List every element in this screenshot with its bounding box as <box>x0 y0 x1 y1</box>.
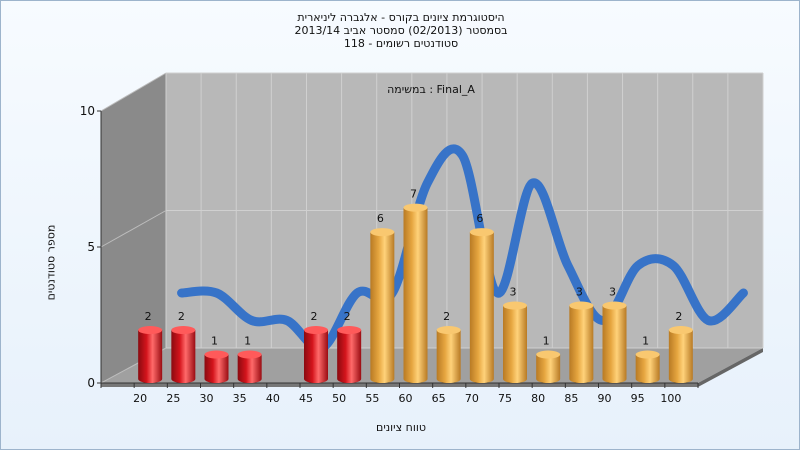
bar <box>469 232 494 383</box>
x-tick-label: 55 <box>365 392 379 405</box>
bar <box>370 232 395 383</box>
x-axis-label: טווח ציונים <box>376 421 426 434</box>
data-label: 6 <box>377 212 384 225</box>
left-wall <box>101 73 166 383</box>
x-tick-label: 60 <box>399 392 413 405</box>
data-label: 3 <box>510 286 517 299</box>
x-tick-label: 45 <box>299 392 313 405</box>
bar-cap <box>668 326 693 335</box>
data-label: 1 <box>244 335 251 348</box>
floor <box>101 348 763 383</box>
bar-cap <box>304 326 328 335</box>
bar-cap <box>237 350 262 359</box>
bar <box>337 330 362 383</box>
wall-grid-line <box>100 210 167 248</box>
x-tick-label: 20 <box>133 392 147 405</box>
bar-cap <box>403 203 428 212</box>
bar-cap <box>635 350 660 359</box>
bar <box>503 305 527 383</box>
x-tick-label: 75 <box>498 392 512 405</box>
y-axis-label: מספר סטודנטים <box>44 224 58 301</box>
data-label: 2 <box>145 310 152 323</box>
bar <box>237 354 262 383</box>
x-tick-label: 35 <box>233 392 247 405</box>
data-label: 2 <box>443 310 450 323</box>
data-label: 1 <box>642 335 649 348</box>
chart-title-line-3: סטודנטים רשומים - 118 <box>343 37 459 50</box>
data-label: 6 <box>476 212 483 225</box>
chart-title-line-1: היסטוגרמת ציונים בקורס - אלגברה ליניארית <box>297 11 505 24</box>
bar <box>204 354 229 383</box>
bar-cap <box>337 326 362 335</box>
bar-cap <box>138 326 163 335</box>
x-tick-label: 80 <box>531 392 545 405</box>
bar-cap <box>536 350 561 359</box>
wall-grid-line <box>100 72 167 112</box>
x-tick-label: 65 <box>432 392 446 405</box>
data-label: 3 <box>576 286 583 299</box>
data-label: 1 <box>211 335 218 348</box>
plot-annotation: במשימה : Final_A <box>387 83 475 96</box>
x-tick-label: 50 <box>332 392 346 405</box>
data-label: 2 <box>178 310 185 323</box>
x-tick-label: 25 <box>166 392 180 405</box>
x-tick-label: 90 <box>598 392 612 405</box>
bar <box>668 330 693 383</box>
x-tick-label: 100 <box>660 392 681 405</box>
bar-cap <box>436 326 461 335</box>
x-tick-label: 95 <box>631 392 645 405</box>
bar <box>403 207 428 383</box>
chart-title-line-2: בסמסטר (02/2013) סמסטר אביב 2013/14 <box>294 24 508 37</box>
y-tick-label: 10 <box>80 104 95 118</box>
bar-cap <box>469 228 494 237</box>
data-label: 7 <box>410 188 417 201</box>
x-tick-label: 30 <box>200 392 214 405</box>
bar <box>569 305 594 383</box>
bar <box>138 330 163 383</box>
bar-cap <box>204 350 229 359</box>
bar <box>536 354 561 383</box>
bar <box>602 305 627 383</box>
bar-cap <box>602 301 627 310</box>
x-tick-label: 70 <box>465 392 479 405</box>
y-tick-label: 0 <box>87 376 95 390</box>
floor-side-edge <box>698 348 763 387</box>
x-tick-label: 40 <box>266 392 280 405</box>
bar-cap <box>503 301 527 310</box>
bar-cap <box>569 301 594 310</box>
bar <box>436 330 461 383</box>
bar <box>304 330 328 383</box>
data-label: 2 <box>344 310 351 323</box>
x-tick-label: 85 <box>564 392 578 405</box>
data-label: 1 <box>543 335 550 348</box>
y-tick-label: 5 <box>87 240 95 254</box>
data-label: 2 <box>675 310 682 323</box>
data-label: 3 <box>609 286 616 299</box>
bar <box>171 330 196 383</box>
bar <box>635 354 660 383</box>
bar-cap <box>370 228 395 237</box>
data-label: 2 <box>311 310 318 323</box>
bar-cap <box>171 326 196 335</box>
distribution-curve <box>177 144 748 353</box>
